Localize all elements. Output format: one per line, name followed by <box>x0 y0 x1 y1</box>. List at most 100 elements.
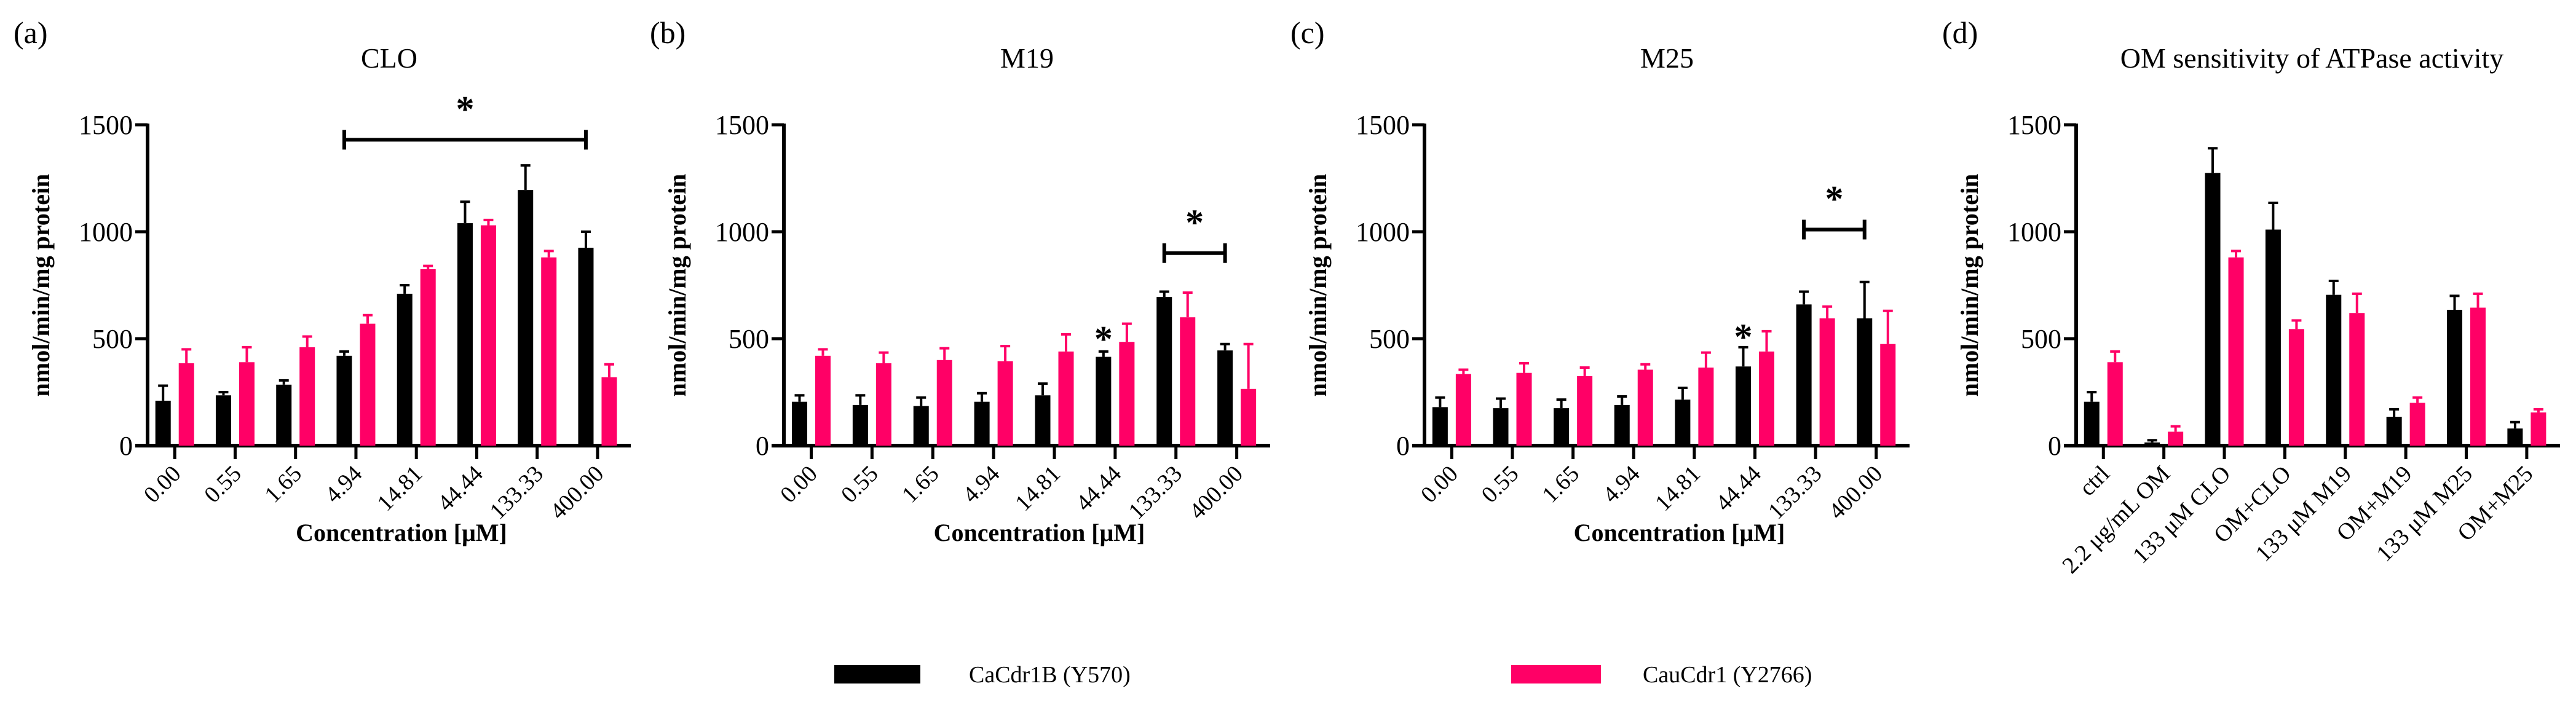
bar-caucdr1 <box>815 355 831 446</box>
bar-cacdr1b <box>913 406 929 446</box>
bar-caucdr1 <box>1819 318 1835 446</box>
significance-star: * <box>1825 179 1843 219</box>
bar-cacdr1b <box>1796 304 1812 446</box>
y-tick-label: 1500 <box>715 110 769 140</box>
bar-cacdr1b <box>974 401 990 446</box>
bar-cacdr1b <box>518 190 534 446</box>
x-tick-label: 133.33 <box>1124 461 1188 525</box>
y-tick-label: 1500 <box>1356 110 1410 140</box>
x-tick-label: ctrl <box>2074 461 2115 502</box>
bar-cacdr1b <box>2084 401 2100 446</box>
legend-label-caucdr1: CauCdr1 (Y2766) <box>1643 662 1812 688</box>
bar-cacdr1b <box>155 400 171 446</box>
bar-cacdr1b <box>2144 442 2160 446</box>
x-tick-label: 0.55 <box>199 461 247 508</box>
y-tick-label: 1000 <box>2007 217 2061 247</box>
bar-cacdr1b <box>2447 310 2463 446</box>
bar-caucdr1 <box>1241 388 1257 446</box>
y-axis-label: nmol/min/mg protein <box>1304 174 1332 397</box>
bar-cacdr1b <box>2326 294 2342 446</box>
bar-caucdr1 <box>2107 362 2123 446</box>
bar-cacdr1b <box>1156 297 1172 446</box>
legend-swatch-black <box>834 665 920 683</box>
bar-cacdr1b <box>791 401 807 446</box>
bar-cacdr1b <box>336 355 352 446</box>
legend-swatch-pink <box>1511 665 1601 683</box>
significance-star: * <box>456 89 474 129</box>
bar-cacdr1b <box>397 293 413 446</box>
y-tick-label: 1000 <box>715 217 769 247</box>
y-tick-label: 500 <box>92 324 133 354</box>
panel-b: (b) M19 nmol/min/mg protein 0 500 1000 1500 0.0… <box>650 15 1270 546</box>
bar-caucdr1 <box>1577 376 1593 446</box>
bar-cacdr1b <box>1736 366 1752 446</box>
y-tick-label: 500 <box>1369 324 1410 354</box>
bar-caucdr1 <box>178 363 194 446</box>
x-tick-label: 4.94 <box>958 461 1005 508</box>
y-tick-label: 1500 <box>79 110 133 140</box>
bar-cacdr1b <box>1217 350 1233 446</box>
y-tick-label: 1000 <box>79 217 133 247</box>
bar-caucdr1 <box>1759 351 1775 446</box>
x-tick-label: 400.00 <box>1824 461 1888 525</box>
x-tick-label: 4.94 <box>1598 461 1645 508</box>
bar-cacdr1b <box>457 223 473 446</box>
x-tick-label: 44.44 <box>1071 461 1126 516</box>
x-axis-label: Concentration [μM] <box>296 519 507 546</box>
y-axis-label: nmol/min/mg protein <box>663 174 691 397</box>
bar-caucdr1 <box>2288 329 2304 446</box>
x-tick-label: 2.2 μg/mL OM <box>2057 461 2175 579</box>
chart-title: CLO <box>361 42 417 74</box>
bar-caucdr1 <box>1698 367 1714 446</box>
bar-cacdr1b <box>276 384 292 446</box>
y-axis-label: nmol/min/mg protein <box>27 174 55 397</box>
significance-star: * <box>1185 202 1204 243</box>
x-tick-label: 133.33 <box>1763 461 1827 525</box>
legend-label-cacdr1b: CaCdr1B (Y570) <box>969 662 1131 688</box>
x-tick-label: 0.00 <box>1416 461 1463 508</box>
bar-caucdr1 <box>2168 431 2184 446</box>
y-tick-label: 0 <box>756 431 769 461</box>
legend: CaCdr1B (Y570) CauCdr1 (Y2766) <box>834 662 1812 688</box>
bar-caucdr1 <box>1637 369 1653 446</box>
y-tick-label: 500 <box>2021 324 2061 354</box>
x-tick-label: 14.81 <box>1010 461 1065 516</box>
bar-caucdr1 <box>1516 372 1532 446</box>
bar-caucdr1 <box>299 347 315 446</box>
x-tick-label: 400.00 <box>545 461 609 525</box>
bar-caucdr1 <box>420 269 436 446</box>
bar-cacdr1b <box>2265 229 2281 446</box>
x-tick-label: 14.81 <box>372 461 427 516</box>
panel-label: (b) <box>650 15 685 50</box>
bar-caucdr1 <box>936 360 952 446</box>
x-tick-label: 1.65 <box>259 461 307 508</box>
bar-caucdr1 <box>1455 374 1471 446</box>
significance-star: * <box>1094 318 1113 359</box>
bar-cacdr1b <box>852 404 868 446</box>
bar-cacdr1b <box>578 248 594 446</box>
bar-caucdr1 <box>601 377 617 446</box>
panel-a: (a) CLO nmol/min/mg protein 0 500 1000 1500 0.0… <box>14 15 631 546</box>
bar-caucdr1 <box>1119 342 1135 446</box>
bar-caucdr1 <box>997 361 1013 446</box>
x-tick-label: 44.44 <box>1711 461 1766 516</box>
bar-cacdr1b <box>2205 173 2221 446</box>
bar-caucdr1 <box>1880 344 1896 446</box>
x-tick-label: 1.65 <box>897 461 944 508</box>
chart-title: M19 <box>1000 42 1054 74</box>
y-tick-label: 500 <box>729 324 769 354</box>
bar-caucdr1 <box>1180 317 1196 446</box>
bar-caucdr1 <box>2349 313 2365 446</box>
bar-cacdr1b <box>1493 408 1509 446</box>
panel-label: (a) <box>14 15 48 50</box>
y-tick-label: 1500 <box>2007 110 2061 140</box>
y-tick-label: 1000 <box>1356 217 1410 247</box>
x-tick-label: 1.65 <box>1537 461 1584 508</box>
bar-cacdr1b <box>1675 400 1691 446</box>
x-tick-label: 4.94 <box>320 461 368 508</box>
bar-caucdr1 <box>480 225 496 446</box>
x-axis-label: Concentration [μM] <box>1574 519 1785 546</box>
bar-cacdr1b <box>2386 417 2402 446</box>
bar-caucdr1 <box>2228 257 2244 446</box>
